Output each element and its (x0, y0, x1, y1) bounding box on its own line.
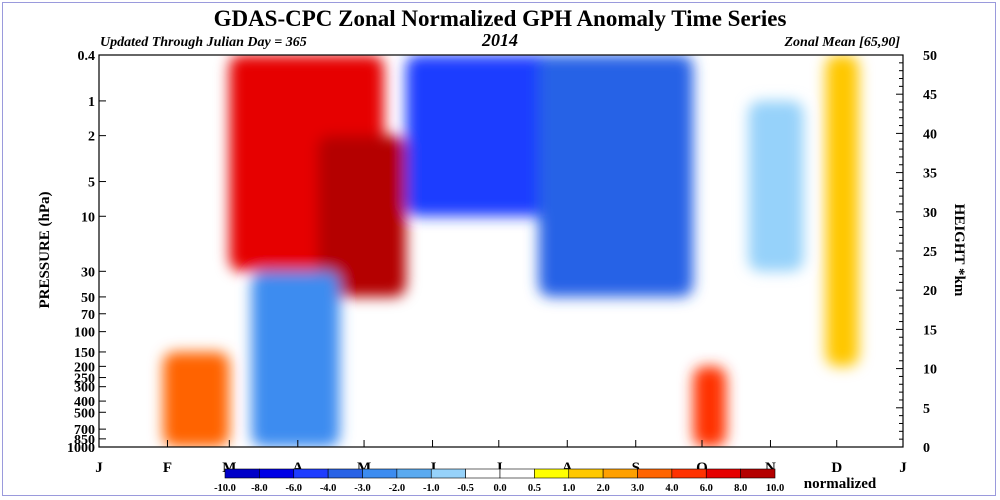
y-right-tick-label: 45 (923, 88, 937, 103)
y-tick-label: 1 (88, 95, 95, 110)
colorbar-level-label: -3.0 (354, 483, 371, 494)
y-tick-label: 850 (74, 433, 95, 448)
y-tick-label: 0.4 (78, 49, 96, 64)
x-tick-label: A (562, 460, 573, 476)
chart-subtitle-left: Updated Through Julian Day = 365 (100, 35, 307, 50)
y-right-tick-label: 50 (923, 49, 937, 64)
x-tick-label: D (831, 460, 842, 476)
colorbar-swatch (430, 468, 466, 479)
colorbar-level-label: -8.0 (251, 483, 268, 494)
y-tick-label: 1000 (67, 441, 95, 456)
colorbar-swatch (637, 468, 673, 479)
colorbar-level-label: 6.0 (700, 483, 713, 494)
chart-subtitle-right: Zonal Mean [65,90] (784, 35, 901, 50)
colorbar-swatch (671, 468, 707, 479)
x-tick-label: J (899, 460, 907, 476)
anomaly-region (163, 351, 230, 447)
colorbar-swatch (293, 468, 329, 479)
y-right-tick-label: 40 (923, 127, 937, 142)
colorbar-level-label: 8.0 (734, 483, 747, 494)
y-right-tick-label: 10 (923, 363, 937, 378)
x-tick-label: O (696, 460, 708, 476)
y-tick-label: 100 (74, 326, 95, 341)
colorbar-level-label: -6.0 (285, 483, 302, 494)
anomaly-region (748, 100, 804, 272)
colorbar-swatch (362, 468, 398, 479)
y-tick-label: 70 (81, 308, 95, 323)
y-tick-label: 500 (74, 406, 95, 421)
colorbar-swatch (534, 468, 570, 479)
y-right-tick-label: 15 (923, 323, 937, 338)
y-tick-label: 300 (74, 381, 95, 396)
colorbar-level-label: 1.0 (562, 483, 575, 494)
colorbar-level-label: -2.0 (389, 483, 406, 494)
colorbar: -10.0 -8.0 -6.0 -4.0 -3.0 -2.0 -1.0 -0.5 0.0 0.5 1… (214, 468, 784, 494)
plot-area (98, 54, 904, 448)
colorbar-swatch (499, 468, 535, 479)
colorbar-level-label: -0.5 (457, 483, 474, 494)
anomaly-region (317, 135, 407, 297)
y-right-tick-label: 35 (923, 167, 937, 182)
colorbar-swatch (224, 468, 260, 479)
colorbar-swatch (602, 468, 638, 479)
anomaly-region (538, 55, 694, 297)
colorbar-level-label: -4.0 (320, 483, 337, 494)
x-tick-label: F (163, 460, 172, 476)
x-tick-label: J (495, 460, 503, 476)
y-tick-label: 250 (74, 372, 95, 387)
x-tick-label: A (292, 460, 303, 476)
colorbar-swatch (705, 468, 741, 479)
x-tick-label: N (765, 460, 776, 476)
y-tick-label: 50 (81, 291, 95, 306)
colorbar-label: normalized (804, 476, 877, 492)
colorbar-level-label: 2.0 (597, 483, 610, 494)
y-tick-label: 10 (81, 210, 95, 225)
y-tick-label: 150 (74, 346, 95, 361)
y-right-tick-label: 20 (923, 284, 937, 299)
colorbar-swatch (740, 468, 776, 479)
colorbar-swatch (396, 468, 432, 479)
colorbar-level-label: -10.0 (214, 483, 236, 494)
colorbar-level-label: 0.0 (493, 483, 506, 494)
colorbar-level-label: 10.0 (766, 483, 784, 494)
y-axis-label: PRESSURE (hPa) (37, 191, 53, 308)
chart-subtitle-center: 2014 (481, 30, 518, 50)
anomaly-region (825, 55, 859, 367)
y-tick-label: 400 (74, 395, 95, 410)
y-right-tick-label: 5 (923, 402, 930, 417)
y-tick-label: 2 (88, 130, 95, 145)
x-tick-label: S (632, 460, 640, 476)
y-right-tick-label: 25 (923, 245, 937, 260)
x-tick-label: J (95, 460, 103, 476)
colorbar-level-label: -1.0 (423, 483, 440, 494)
y-tick-label: 5 (88, 176, 95, 191)
colorbar-level-label: 3.0 (631, 483, 644, 494)
colorbar-swatch (259, 468, 295, 479)
colorbar-swatch (568, 468, 604, 479)
y-axis-right: 0 5 10 15 20 25 30 35 40 45 50 (896, 49, 937, 456)
y-right-tick-label: 30 (923, 206, 937, 221)
chart-title: GDAS-CPC Zonal Normalized GPH Anomaly Ti… (214, 6, 787, 31)
colorbar-swatch (465, 468, 501, 479)
y-tick-label: 700 (74, 423, 95, 438)
x-tick-label: J (429, 460, 437, 476)
anomaly-region (693, 366, 727, 447)
colorbar-swatch (327, 468, 363, 479)
y-axis-label-right: HEIGHT *km (951, 204, 967, 297)
colorbar-level-label: 4.0 (665, 483, 678, 494)
colorbar-level-label: 0.5 (528, 483, 541, 494)
y-tick-label: 30 (81, 265, 95, 280)
anomaly-field (163, 55, 859, 447)
anomaly-region (251, 271, 340, 447)
y-tick-label: 200 (74, 360, 95, 375)
y-right-tick-label: 0 (923, 441, 930, 456)
